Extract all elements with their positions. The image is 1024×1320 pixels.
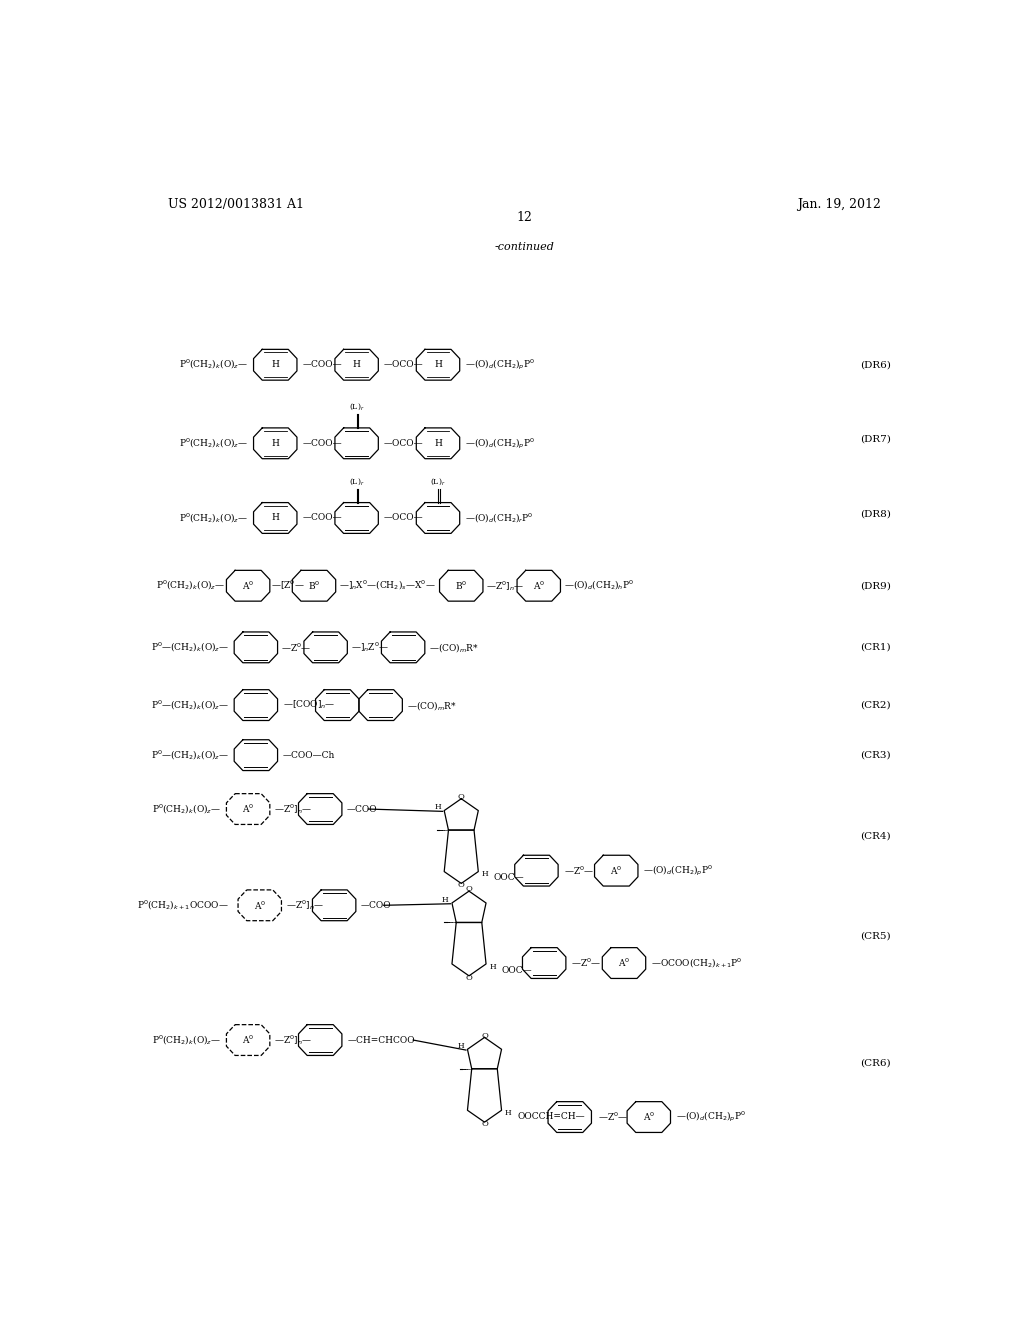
Text: H: H [434,438,442,447]
Text: —OCO—: —OCO— [384,438,423,447]
Text: P$^0$(CH$_2$)$_k$(O)$_z$—: P$^0$(CH$_2$)$_k$(O)$_z$— [179,511,248,524]
Text: OOCCH=CH—: OOCCH=CH— [517,1111,585,1121]
Text: —COO: —COO [360,900,391,909]
Text: Jan. 19, 2012: Jan. 19, 2012 [798,198,882,211]
Text: —CH=CHCOO: —CH=CHCOO [347,1036,415,1044]
Text: A$^0$: A$^0$ [643,1111,655,1123]
Text: P$^0$(CH$_2$)$_k$(O)$_z$—: P$^0$(CH$_2$)$_k$(O)$_z$— [179,358,248,371]
Text: —COO—: —COO— [302,360,342,370]
Text: (CR3): (CR3) [860,751,891,759]
Text: 12: 12 [517,211,532,224]
Text: —Z$^0$—: —Z$^0$— [282,642,311,653]
Text: (CR2): (CR2) [860,701,891,710]
Text: —(O)$_d$(CH$_2$)$_h$P$^0$: —(O)$_d$(CH$_2$)$_h$P$^0$ [563,579,634,593]
Text: —Z$^0]_n$—: —Z$^0]_n$— [486,578,524,593]
Text: A$^0$: A$^0$ [242,1034,254,1047]
Text: US 2012/0013831 A1: US 2012/0013831 A1 [168,198,304,211]
Text: (DR7): (DR7) [860,436,891,444]
Text: OOC—: OOC— [502,966,532,974]
Text: —OCO—: —OCO— [384,360,423,370]
Text: O: O [458,793,465,801]
Text: H: H [481,870,488,878]
Text: A$^0$: A$^0$ [617,957,630,969]
Text: A$^0$: A$^0$ [242,803,254,816]
Text: —Z$^0]_n$—: —Z$^0]_n$— [273,1034,311,1047]
Text: (CR4): (CR4) [860,832,891,841]
Text: O: O [481,1119,488,1127]
Text: H: H [271,360,280,370]
Text: O: O [466,974,472,982]
Text: P$^0$—(CH$_2$)$_k$(O)$_z$—: P$^0$—(CH$_2$)$_k$(O)$_z$— [151,640,228,653]
Text: —(O)$_d$(CH$_2$)$_p$P$^0$: —(O)$_d$(CH$_2$)$_p$P$^0$ [465,358,536,372]
Text: —(CO)$_m$R*: —(CO)$_m$R* [407,698,457,711]
Text: OOC—: OOC— [494,874,524,882]
Text: —OCOO(CH$_2$)$_{k+1}$P$^0$: —OCOO(CH$_2$)$_{k+1}$P$^0$ [651,957,742,970]
Text: —Z$^0$—: —Z$^0$— [598,1111,628,1123]
Text: (L)$_r$: (L)$_r$ [430,475,445,487]
Text: P$^0$(CH$_2$)$_{k+1}$OCOO—: P$^0$(CH$_2$)$_{k+1}$OCOO— [137,899,228,912]
Text: —OCO—: —OCO— [384,513,423,523]
Text: —COO—: —COO— [302,513,342,523]
Text: —$[$Z$^0$—: —$[$Z$^0$— [271,579,305,593]
Text: —(O)$_d$(CH$_2$)$_p$P$^0$: —(O)$_d$(CH$_2$)$_p$P$^0$ [465,436,536,450]
Text: (DR9): (DR9) [860,581,891,590]
Text: A$^0$: A$^0$ [254,899,266,912]
Text: —Z$^0$—: —Z$^0$— [563,865,594,876]
Text: H: H [352,360,360,370]
Text: —$]_n$Z$^0$—: —$]_n$Z$^0$— [351,640,389,655]
Text: H: H [271,438,280,447]
Text: (L)$_r$: (L)$_r$ [349,475,365,487]
Text: H: H [442,895,449,904]
Text: —(O)$_d$(CH$_2$)$_p$P$^0$: —(O)$_d$(CH$_2$)$_p$P$^0$ [643,863,714,878]
Text: —(O)$_d$(CH$_2$)$_r$P$^0$: —(O)$_d$(CH$_2$)$_r$P$^0$ [465,511,534,524]
Text: A$^0$: A$^0$ [610,865,623,876]
Text: (CR6): (CR6) [860,1059,891,1068]
Text: H: H [489,962,496,970]
Text: (CR1): (CR1) [860,643,891,652]
Text: —(CO)$_m$R*: —(CO)$_m$R* [429,640,478,653]
Text: —COO—: —COO— [302,438,342,447]
Text: H: H [434,360,442,370]
Text: P$^0$(CH$_2$)$_k$(O)$_z$—: P$^0$(CH$_2$)$_k$(O)$_z$— [152,1034,221,1047]
Text: P$^0$—(CH$_2$)$_k$(O)$_z$—: P$^0$—(CH$_2$)$_k$(O)$_z$— [151,698,228,711]
Text: —$[$COO$]_n$—: —$[$COO$]_n$— [283,698,336,711]
Text: O: O [481,1032,488,1040]
Text: —$]_n$X$^0$—(CH$_2$)$_s$—X$^0$—: —$]_n$X$^0$—(CH$_2$)$_s$—X$^0$— [339,579,435,593]
Text: P$^0$(CH$_2$)$_k$(O)$_z$—: P$^0$(CH$_2$)$_k$(O)$_z$— [179,437,248,450]
Text: —(O)$_d$(CH$_2$)$_p$P$^0$: —(O)$_d$(CH$_2$)$_p$P$^0$ [676,1110,745,1125]
Text: (CR5): (CR5) [860,932,891,941]
Text: —Z$^0$—: —Z$^0$— [571,957,601,969]
Text: O: O [466,886,472,894]
Text: P$^0$(CH$_2$)$_k$(O)$_z$—: P$^0$(CH$_2$)$_k$(O)$_z$— [156,579,225,593]
Text: (DR8): (DR8) [860,510,891,519]
Text: H: H [434,803,440,812]
Text: B$^0$: B$^0$ [455,579,467,591]
Text: —Z$^0]_n$—: —Z$^0]_n$— [286,899,325,912]
Text: A$^0$: A$^0$ [242,579,254,591]
Text: P$^0$(CH$_2$)$_k$(O)$_z$—: P$^0$(CH$_2$)$_k$(O)$_z$— [152,803,221,816]
Text: (DR6): (DR6) [860,360,891,370]
Text: H: H [271,513,280,523]
Text: H: H [505,1109,512,1117]
Text: A$^0$: A$^0$ [532,579,545,591]
Text: P$^0$—(CH$_2$)$_k$(O)$_z$—: P$^0$—(CH$_2$)$_k$(O)$_z$— [151,748,228,762]
Text: —COO—Ch: —COO—Ch [283,751,336,759]
Text: —COO: —COO [346,805,377,813]
Text: B$^0$: B$^0$ [308,579,321,591]
Text: O: O [458,882,465,890]
Text: -continued: -continued [495,242,555,252]
Text: H: H [458,1041,464,1049]
Text: (L)$_r$: (L)$_r$ [349,401,365,412]
Text: —Z$^0]_n$—: —Z$^0]_n$— [273,803,311,816]
